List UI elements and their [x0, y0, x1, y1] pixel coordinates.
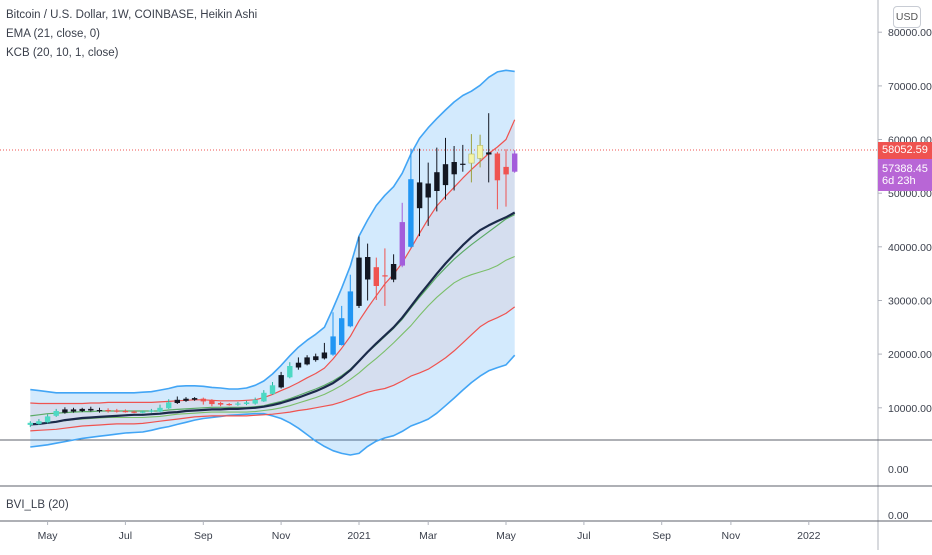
price-axis-label: 80000.00 — [888, 27, 932, 39]
candle-body[interactable] — [416, 182, 423, 209]
candle-body[interactable] — [278, 375, 284, 388]
candle-body[interactable] — [70, 409, 77, 412]
candle-body[interactable] — [79, 408, 85, 411]
candle-body[interactable] — [114, 410, 120, 412]
last-price-value: 58052.59 — [882, 144, 928, 156]
candle-body[interactable] — [157, 407, 163, 412]
candle-body[interactable] — [183, 398, 189, 401]
candle-body[interactable] — [321, 352, 328, 359]
ema-21-line — [30, 211, 516, 426]
last-price-tag: 58052.59 — [878, 141, 932, 159]
candle-body[interactable] — [494, 153, 501, 181]
keltner-basis-line — [30, 255, 515, 425]
time-axis-label: 2021 — [347, 530, 371, 542]
candle-body[interactable] — [425, 183, 431, 198]
candle-body[interactable] — [477, 145, 484, 159]
candle-body[interactable] — [105, 410, 111, 412]
candle-body[interactable] — [304, 357, 310, 365]
candle-body[interactable] — [88, 408, 94, 411]
candle-body[interactable] — [252, 399, 258, 404]
keltner-outer-fill — [30, 70, 515, 456]
current-price-tag: 57388.45 6d 23h — [878, 159, 932, 191]
time-axis-label: Sep — [194, 530, 213, 542]
candle-body[interactable] — [408, 179, 414, 247]
keltner-inner-fill — [30, 119, 515, 431]
candle-body[interactable] — [235, 403, 241, 405]
kcb-legend[interactable]: KCB (20, 10, 1, close) — [6, 47, 119, 59]
time-axis-label: Nov — [722, 530, 741, 542]
candle-body[interactable] — [390, 264, 397, 280]
currency-button[interactable]: USD — [893, 6, 921, 28]
candle-body[interactable] — [200, 398, 206, 402]
candle-body[interactable] — [226, 404, 232, 406]
keltner-middle-line — [30, 214, 515, 417]
candle-body[interactable] — [330, 336, 336, 355]
candle-body[interactable] — [382, 275, 388, 277]
candle-body[interactable] — [434, 172, 440, 191]
indicator2-zero-tick: 0.00 — [888, 510, 909, 522]
keltner-lower-line — [30, 306, 516, 432]
candle-body[interactable] — [460, 163, 466, 165]
bar-countdown: 6d 23h — [882, 175, 916, 187]
candle-body[interactable] — [53, 411, 59, 416]
keltner-lower-outer-line — [30, 354, 516, 456]
candle-body[interactable] — [269, 385, 276, 394]
candle-body[interactable] — [261, 392, 267, 402]
candle-body[interactable] — [148, 410, 155, 412]
candle-body[interactable] — [36, 421, 42, 424]
candle-body[interactable] — [96, 410, 103, 412]
candle-body[interactable] — [131, 411, 137, 413]
candle-body[interactable] — [512, 153, 518, 172]
candle-body[interactable] — [217, 403, 224, 405]
time-axis-label: May — [496, 530, 517, 542]
candle-body[interactable] — [122, 411, 129, 413]
time-axis-label: Sep — [652, 530, 671, 542]
current-price-value: 57388.45 — [882, 163, 928, 175]
price-axis-label: 30000.00 — [888, 296, 932, 308]
price-axis-label: 70000.00 — [888, 81, 932, 93]
time-axis-label: Nov — [272, 530, 291, 542]
price-axis-label: 10000.00 — [888, 403, 932, 415]
ema-legend[interactable]: EMA (21, close, 0) — [6, 28, 100, 40]
candle-body[interactable] — [442, 164, 449, 186]
price-axis-label: 50000.00 — [888, 188, 932, 200]
candle-body[interactable] — [295, 362, 302, 368]
candle-body[interactable] — [347, 291, 354, 327]
candle-body[interactable] — [174, 399, 180, 403]
candle-body[interactable] — [339, 318, 345, 345]
time-axis-label: Jul — [577, 530, 590, 542]
symbol-title[interactable]: Bitcoin / U.S. Dollar, 1W, COINBASE, Hei… — [6, 9, 258, 21]
price-axis-label: 20000.00 — [888, 349, 932, 361]
candle-body[interactable] — [365, 257, 371, 280]
candle-body[interactable] — [209, 400, 215, 405]
time-axis-label: 2022 — [797, 530, 821, 542]
time-axis-label: Jul — [119, 530, 132, 542]
candle-body[interactable] — [451, 162, 457, 175]
candle-body[interactable] — [287, 366, 293, 378]
candle-body[interactable] — [313, 356, 319, 361]
candle-body[interactable] — [44, 416, 51, 423]
indicator1-zero-tick: 0.00 — [888, 464, 909, 476]
time-axis-label: May — [38, 530, 59, 542]
candle-body[interactable] — [356, 257, 362, 306]
price-axis-label: 40000.00 — [888, 242, 932, 254]
keltner-upper-outer-line — [30, 69, 515, 394]
candle-body[interactable] — [62, 409, 68, 413]
candle-body[interactable] — [166, 402, 172, 409]
bvi-indicator-label[interactable]: BVI_LB (20) — [6, 499, 69, 511]
candle-body[interactable] — [399, 222, 405, 266]
candle-body[interactable] — [243, 402, 250, 404]
candle-body[interactable] — [27, 422, 33, 425]
candle-body[interactable] — [503, 166, 509, 175]
candle-body[interactable] — [140, 411, 146, 413]
candle-body[interactable] — [468, 153, 475, 164]
candle-body[interactable] — [486, 152, 492, 155]
time-axis-label: Mar — [419, 530, 438, 542]
candle-body[interactable] — [191, 398, 198, 400]
candle-body[interactable] — [373, 267, 379, 286]
